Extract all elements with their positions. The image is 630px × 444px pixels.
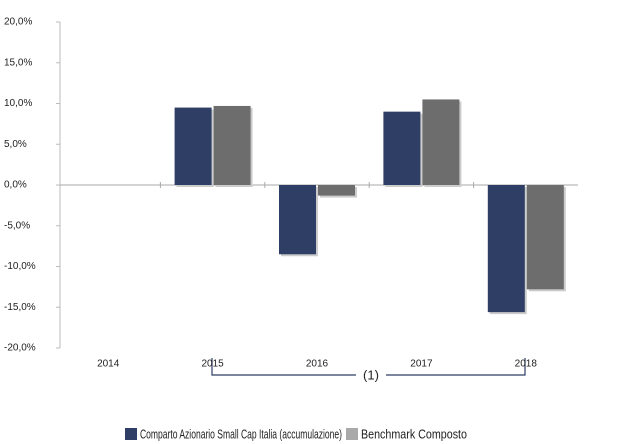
y-tick-label: -20,0% — [4, 343, 36, 354]
bracket — [211, 358, 526, 376]
legend-label: Benchmark Composto — [361, 426, 467, 441]
bar — [174, 107, 212, 185]
bar — [526, 185, 564, 290]
bar — [279, 185, 316, 255]
y-tick-label: -5,0% — [4, 220, 30, 231]
legend-swatch — [125, 428, 137, 440]
legend-swatch — [346, 428, 358, 440]
bar — [487, 185, 525, 313]
y-tick-label: 20,0% — [4, 17, 32, 28]
x-tick-label: 2017 — [410, 359, 433, 370]
bar — [383, 111, 421, 185]
y-tick-label: 5,0% — [4, 139, 27, 150]
y-tick-label: 15,0% — [4, 57, 32, 68]
x-tick-label: 2016 — [306, 359, 329, 370]
x-tick-label: 2018 — [515, 359, 538, 370]
bar — [318, 185, 355, 196]
bar — [422, 99, 460, 185]
y-tick-label: -10,0% — [4, 261, 36, 272]
y-tick-label: 0,0% — [4, 180, 27, 191]
x-tick-label: 2014 — [97, 359, 120, 370]
y-tick-label: 10,0% — [4, 98, 32, 109]
bar — [213, 105, 251, 185]
legend-label: Comparto Azionario Small Cap Italia (acc… — [140, 426, 342, 441]
y-tick-label: -15,0% — [4, 302, 36, 313]
x-tick-label: 2015 — [201, 359, 224, 370]
annotation: (1) — [363, 367, 379, 382]
